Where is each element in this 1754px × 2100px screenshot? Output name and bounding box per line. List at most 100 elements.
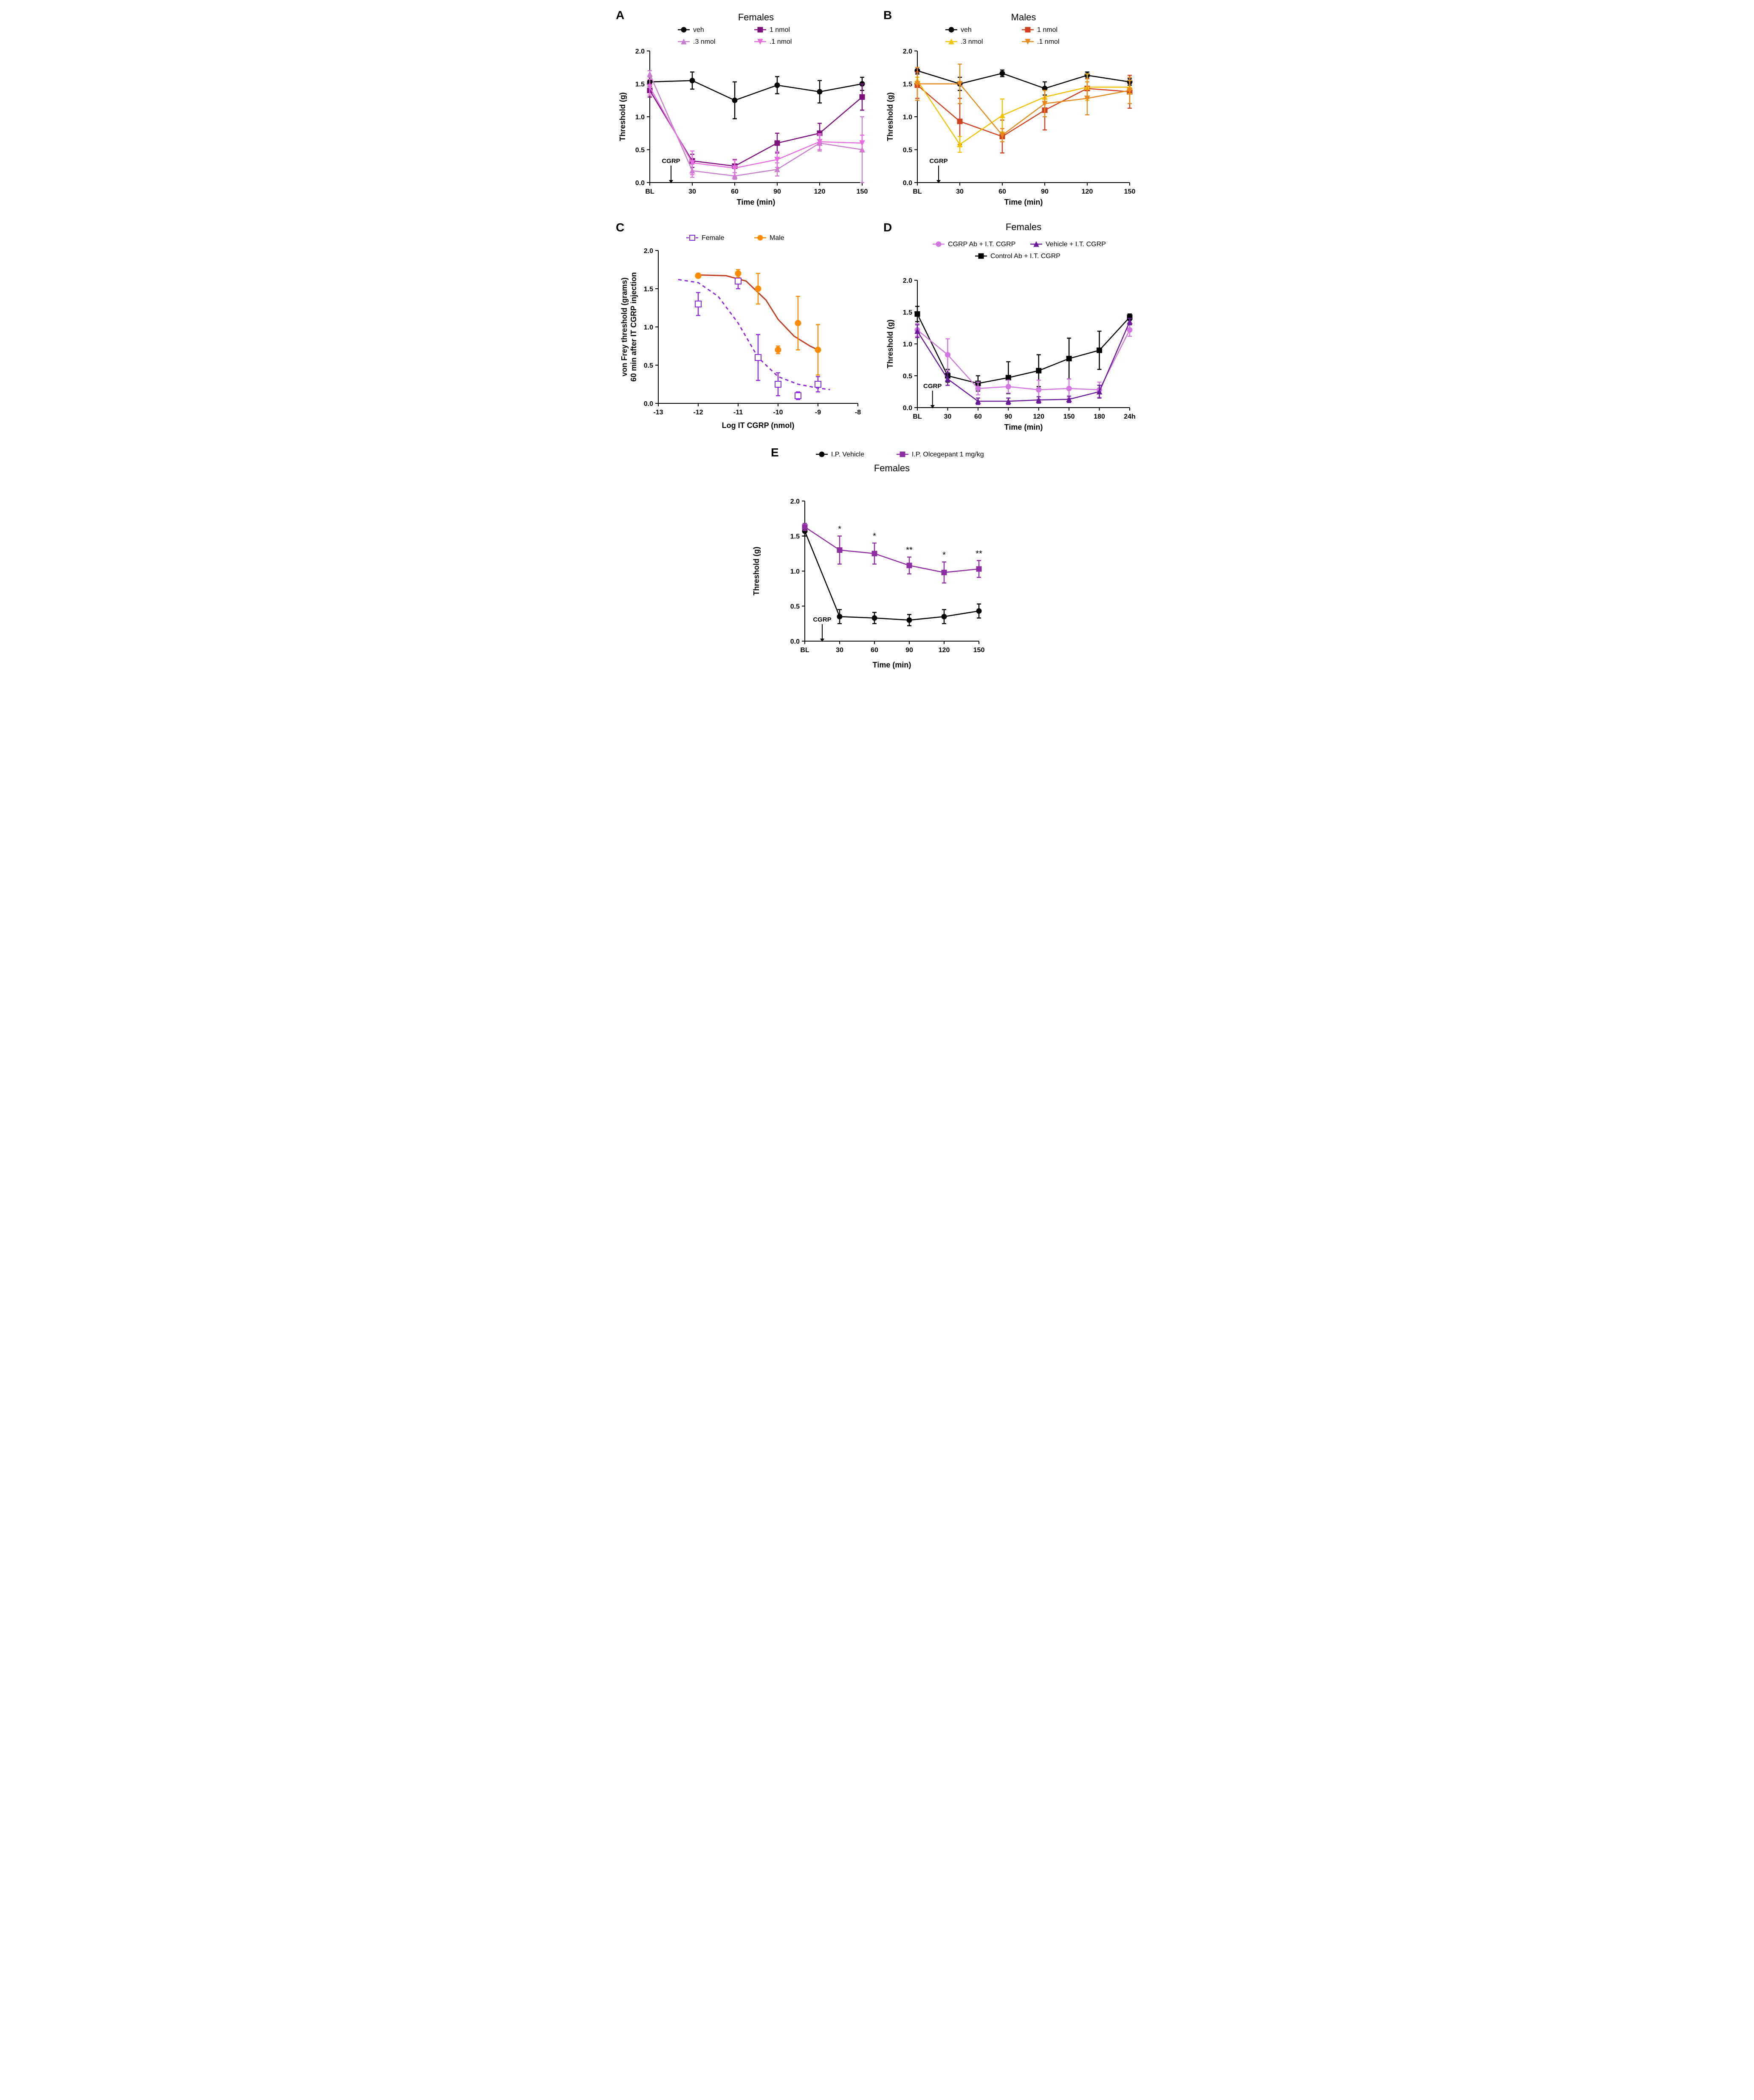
svg-text:90: 90 [773,188,781,195]
svg-text:90: 90 [905,647,913,654]
chart-A: Femalesveh1 nmol.3 nmol.1 nmol0.00.51.01… [616,8,871,208]
svg-text:1.5: 1.5 [903,309,912,316]
chart-E: I.P. Vehicle I.P. Olcegepant 1 mg/kgFemal… [750,446,1004,671]
svg-text:2.0: 2.0 [635,48,645,55]
svg-text:0.5: 0.5 [635,147,645,154]
svg-text:30: 30 [836,647,843,654]
svg-text:Males: Males [1011,12,1036,23]
svg-text:Threshold (g): Threshold (g) [886,93,894,141]
svg-text:.3 nmol: .3 nmol [693,38,715,45]
svg-text:1.0: 1.0 [790,568,800,575]
svg-text:60: 60 [998,188,1006,195]
svg-text:0.5: 0.5 [903,373,912,380]
svg-text:von Frey threshold (grams): von Frey threshold (grams) [620,277,629,376]
svg-text:I.P. Vehicle: I.P. Vehicle [831,451,864,458]
svg-text:Control Ab + I.T. CGRP: Control Ab + I.T. CGRP [990,253,1060,260]
svg-text:Time (min): Time (min) [873,661,911,669]
svg-text:I.P. Olcegepant 1 mg/kg: I.P. Olcegepant 1 mg/kg [912,451,984,458]
svg-text:BL: BL [800,647,809,654]
panel-A-label: A [616,8,624,22]
svg-text:60: 60 [871,647,878,654]
row-2: C FemaleMale0.00.51.01.52.0-13-12-11-10-… [616,221,1138,433]
svg-text:2.0: 2.0 [790,498,800,505]
svg-text:30: 30 [688,188,696,195]
svg-text:1.5: 1.5 [903,81,912,88]
svg-text:CGRP: CGRP [813,616,831,623]
svg-text:30: 30 [956,188,964,195]
panel-B-label: B [883,8,892,22]
svg-text:1.5: 1.5 [635,81,645,88]
svg-text:Time (min): Time (min) [1004,423,1043,431]
svg-text:1.0: 1.0 [635,114,645,121]
svg-text:0.0: 0.0 [635,180,645,187]
svg-text:2.0: 2.0 [903,277,912,284]
svg-text:60: 60 [974,413,982,420]
panel-D-label: D [883,221,892,234]
svg-text:CGRP Ab + I.T. CGRP: CGRP Ab + I.T. CGRP [948,241,1015,248]
svg-text:Male: Male [770,234,784,242]
svg-text:Time (min): Time (min) [737,198,775,206]
svg-text:120: 120 [939,647,950,654]
chart-B: Malesveh1 nmol.3 nmol.1 nmol0.00.51.01.5… [883,8,1138,208]
svg-text:*: * [942,551,946,560]
panel-A: A Femalesveh1 nmol.3 nmol.1 nmol0.00.51.… [616,8,871,208]
svg-text:90: 90 [1004,413,1012,420]
svg-text:0.5: 0.5 [790,603,800,611]
figure: A Females veh 1 nmol .3 nmol .1 nmol 0.0 0.5 1.… [616,8,1138,671]
svg-text:-9: -9 [815,409,821,416]
svg-text:CGRP: CGRP [923,383,942,390]
svg-text:1 nmol: 1 nmol [1037,26,1057,34]
svg-text:2.0: 2.0 [903,48,912,55]
svg-text:1 nmol: 1 nmol [770,26,790,34]
svg-text:-8: -8 [855,409,861,416]
svg-text:120: 120 [814,188,826,195]
svg-text:1.0: 1.0 [644,324,653,331]
svg-text:-12: -12 [693,409,703,416]
panel-C: C FemaleMale0.00.51.01.52.0-13-12-11-10-… [616,221,871,433]
svg-text:1.0: 1.0 [903,114,912,121]
svg-text:24h: 24h [1124,413,1136,420]
svg-text:veh: veh [693,26,704,34]
svg-text:60: 60 [731,188,739,195]
svg-text:180: 180 [1094,413,1105,420]
svg-text:150: 150 [1063,413,1075,420]
svg-text:**: ** [976,549,982,558]
svg-text:150: 150 [1124,188,1136,195]
svg-text:Threshold (g): Threshold (g) [618,93,627,141]
chart-C: FemaleMale0.00.51.01.52.0-13-12-11-10-9-… [616,221,871,433]
svg-text:.3 nmol: .3 nmol [961,38,983,45]
svg-text:**: ** [906,546,913,555]
svg-text:120: 120 [1033,413,1044,420]
svg-text:Threshold (g): Threshold (g) [752,547,761,596]
svg-text:1.5: 1.5 [790,533,800,540]
svg-text:.1 nmol: .1 nmol [770,38,792,45]
svg-text:BL: BL [913,188,922,195]
svg-text:2.0: 2.0 [644,248,653,255]
chart-D: Females CGRP Ab + I.T. CGRP Vehicle + I.T.… [883,221,1138,433]
svg-text:90: 90 [1041,188,1049,195]
svg-text:veh: veh [961,26,972,34]
svg-text:1.0: 1.0 [903,341,912,348]
svg-text:CGRP: CGRP [929,158,947,165]
svg-text:150: 150 [973,647,985,654]
svg-text:Female: Female [702,234,724,242]
svg-text:Females: Females [874,463,910,473]
svg-text:Vehicle + I.T. CGRP: Vehicle + I.T. CGRP [1046,241,1106,248]
svg-text:Threshold (g): Threshold (g) [886,320,894,369]
panel-E: E I.P. Vehicle I.P. Olcegepant 1 mg/kgFem… [750,446,1004,671]
svg-text:-11: -11 [733,409,743,416]
svg-text:120: 120 [1082,188,1093,195]
svg-text:30: 30 [944,413,952,420]
svg-text:0.5: 0.5 [644,362,653,369]
panel-E-label: E [771,446,779,459]
svg-text:.1 nmol: .1 nmol [1037,38,1059,45]
svg-text:-13: -13 [653,409,663,416]
svg-text:0.0: 0.0 [903,405,912,412]
row-3: E I.P. Vehicle I.P. Olcegepant 1 mg/kgFem… [616,446,1138,671]
svg-text:-10: -10 [773,409,783,416]
svg-text:Females: Females [1006,222,1041,232]
panel-D: D Females CGRP Ab + I.T. CGRP Vehicle + I.… [883,221,1138,433]
row-1: A Femalesveh1 nmol.3 nmol.1 nmol0.00.51.… [616,8,1138,208]
svg-text:*: * [873,532,876,541]
svg-text:1.5: 1.5 [644,286,653,293]
